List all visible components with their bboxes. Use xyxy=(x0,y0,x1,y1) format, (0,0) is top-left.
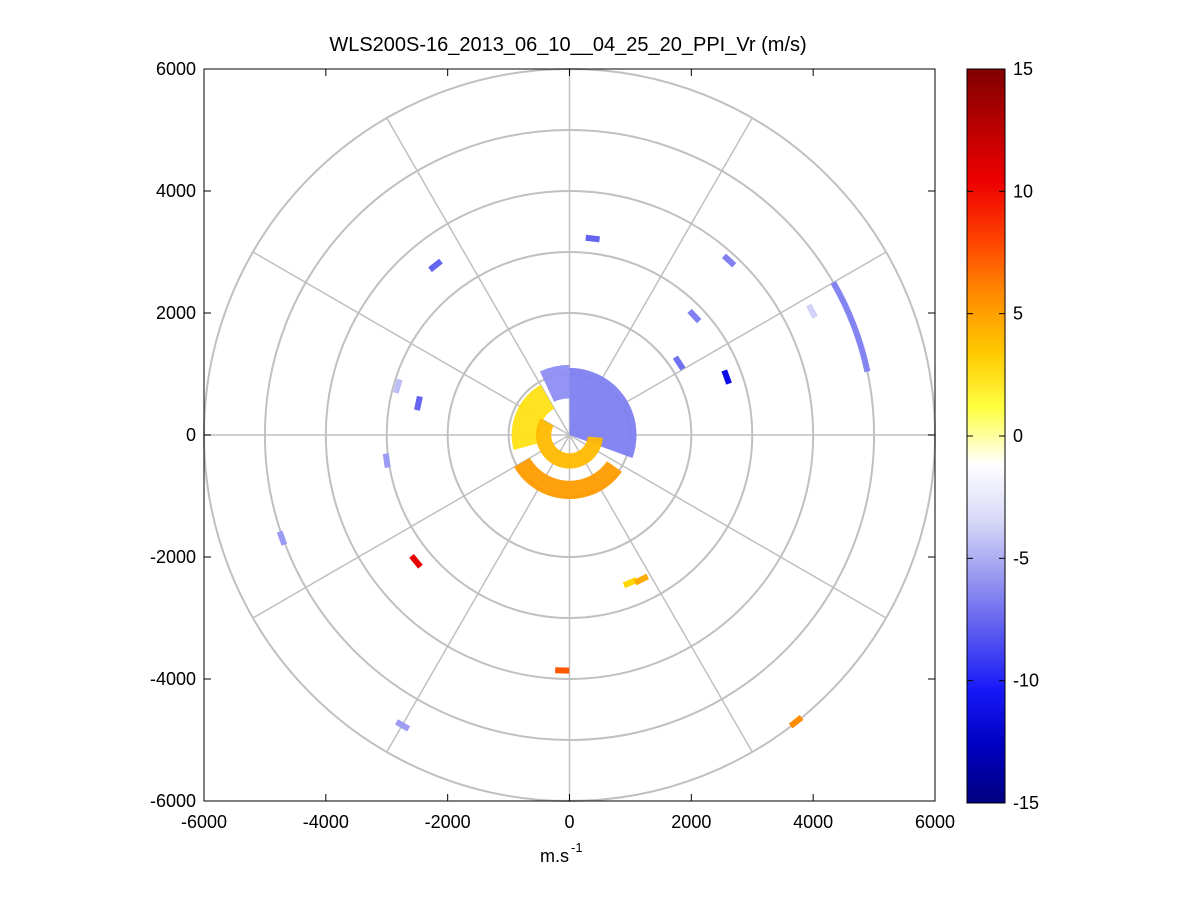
x-tick-label: -6000 xyxy=(181,812,227,832)
data-sector-1 xyxy=(569,367,637,458)
data-point-11 xyxy=(276,530,288,546)
y-tick-label: 4000 xyxy=(156,181,196,201)
y-tick-label: -2000 xyxy=(150,547,196,567)
chart-title: WLS200S-16_2013_06_10__04_25_20_PPI_Vr (… xyxy=(329,34,806,56)
radial-line-240 xyxy=(252,434,570,619)
x-tick-label: 6000 xyxy=(915,812,955,832)
data-point-1 xyxy=(585,234,600,243)
y-tick-label: 0 xyxy=(186,425,196,445)
colorbar-tick-label: -5 xyxy=(1013,548,1029,568)
data-sector-6 xyxy=(830,280,871,373)
colorbar-tick-label: -15 xyxy=(1013,793,1039,813)
data-point-12 xyxy=(409,553,423,569)
y-tick-label: -4000 xyxy=(150,669,196,689)
x-tick-label: -2000 xyxy=(425,812,471,832)
x-tick-label: -4000 xyxy=(303,812,349,832)
x-tick-label: 2000 xyxy=(671,812,711,832)
data-sector-4 xyxy=(514,457,622,500)
data-point-7 xyxy=(721,369,732,385)
data-point-6 xyxy=(672,355,686,371)
data-point-10 xyxy=(382,453,391,468)
colorbar-tick-label: 15 xyxy=(1013,59,1033,79)
colorbar-tick-label: 5 xyxy=(1013,304,1023,324)
radial-line-330 xyxy=(386,117,571,436)
colorbar: 15 10 5 0 -5 -10 -15 xyxy=(966,59,1039,813)
colorbar-tick-label: -10 xyxy=(1013,671,1039,691)
data-sector-2 xyxy=(539,364,570,402)
data-sector-3 xyxy=(511,384,555,450)
y-tick-label: 2000 xyxy=(156,303,196,323)
x-axis-label-exponent: -1 xyxy=(571,840,583,855)
data-point-8 xyxy=(392,378,403,394)
data-point-16 xyxy=(395,719,411,732)
y-tick-label: 6000 xyxy=(156,59,196,79)
radial-line-120 xyxy=(569,434,887,619)
data-point-5 xyxy=(687,308,702,324)
data-point-3 xyxy=(721,253,737,268)
data-point-4 xyxy=(806,303,818,319)
data-point-15 xyxy=(555,667,570,674)
data-sector-5 xyxy=(535,418,603,469)
data-layer xyxy=(276,234,871,732)
colorbar-tick-label: 10 xyxy=(1013,181,1033,201)
data-point-14 xyxy=(633,573,649,586)
data-point-2 xyxy=(428,258,443,273)
data-point-17 xyxy=(788,715,804,729)
radial-line-300 xyxy=(252,251,570,436)
axis-ticks: -6000 -4000 -2000 0 2000 4000 6000 -6000 -4000 -2… xyxy=(150,59,955,832)
x-tick-label: 4000 xyxy=(793,812,833,832)
x-tick-label: 0 xyxy=(564,812,574,832)
x-axis-label: m.s xyxy=(540,846,569,866)
y-tick-label: -6000 xyxy=(150,791,196,811)
data-point-9 xyxy=(414,395,423,411)
colorbar-tick-label: 0 xyxy=(1013,426,1023,446)
